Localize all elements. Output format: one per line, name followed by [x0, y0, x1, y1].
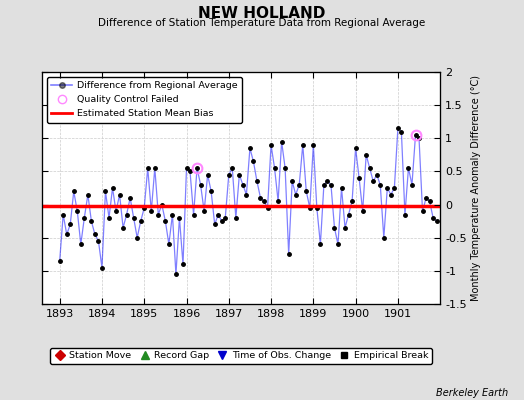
- Text: Difference of Station Temperature Data from Regional Average: Difference of Station Temperature Data f…: [99, 18, 425, 28]
- Text: NEW HOLLAND: NEW HOLLAND: [198, 6, 326, 21]
- Y-axis label: Monthly Temperature Anomaly Difference (°C): Monthly Temperature Anomaly Difference (…: [471, 75, 481, 301]
- Legend: Station Move, Record Gap, Time of Obs. Change, Empirical Break: Station Move, Record Gap, Time of Obs. C…: [50, 348, 432, 364]
- Text: Berkeley Earth: Berkeley Earth: [436, 388, 508, 398]
